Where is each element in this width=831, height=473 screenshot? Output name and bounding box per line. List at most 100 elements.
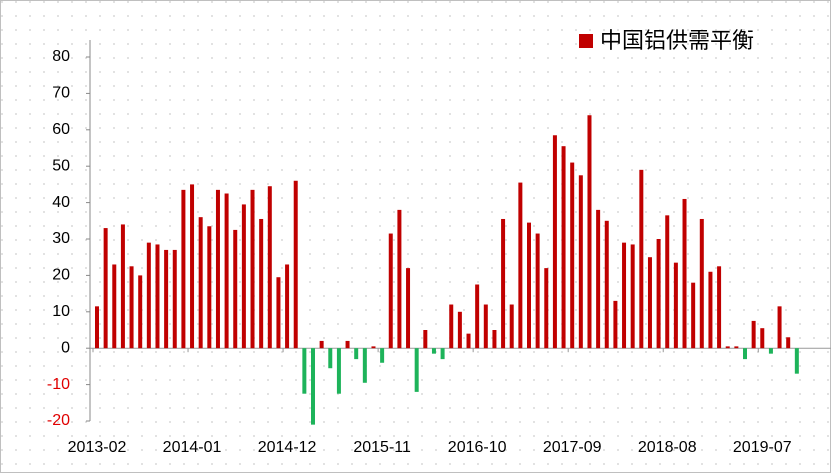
bar — [241, 204, 246, 349]
bar — [449, 304, 454, 349]
bar — [552, 135, 557, 349]
bar — [267, 186, 272, 349]
bar — [691, 282, 696, 349]
bar — [768, 348, 773, 354]
bar — [224, 193, 229, 349]
bar — [120, 224, 125, 349]
bar — [682, 198, 687, 349]
bar — [362, 348, 367, 383]
bar — [233, 229, 238, 349]
x-tick-label: 2014-01 — [163, 439, 222, 456]
y-tick-label: 80 — [52, 48, 70, 65]
y-tick-label: 50 — [52, 157, 70, 174]
y-tick-label: -10 — [47, 376, 70, 393]
bar — [138, 275, 143, 349]
bar — [673, 262, 678, 349]
bar — [103, 228, 108, 349]
legend-swatch — [579, 34, 593, 48]
bar — [311, 348, 315, 425]
bar — [457, 311, 462, 349]
bar — [622, 242, 627, 349]
bar — [276, 277, 281, 349]
bar — [734, 346, 739, 349]
bar — [509, 304, 514, 349]
bar — [760, 328, 765, 349]
bar — [561, 146, 566, 349]
bar — [172, 249, 177, 349]
y-tick-label: -20 — [47, 412, 70, 429]
bar — [95, 306, 99, 349]
bar — [215, 189, 220, 349]
bar — [198, 217, 203, 349]
bar — [112, 264, 117, 349]
bar — [725, 346, 730, 349]
bar — [423, 330, 428, 349]
bar — [786, 337, 791, 349]
bar — [285, 264, 290, 349]
bar — [535, 233, 540, 349]
x-tick-label: 2018-08 — [638, 439, 697, 456]
bar — [328, 348, 333, 369]
y-tick-label: 40 — [52, 194, 70, 211]
bar — [596, 209, 601, 349]
bar — [207, 226, 212, 349]
bar — [250, 189, 255, 349]
y-tick-label: 0 — [61, 339, 70, 356]
bar — [604, 220, 609, 349]
y-tick-label: 70 — [52, 85, 70, 102]
bar — [440, 348, 445, 360]
bar — [406, 268, 411, 349]
bar — [414, 348, 419, 392]
bar — [492, 330, 497, 349]
bar — [717, 266, 722, 349]
bar — [155, 244, 160, 349]
bar — [639, 169, 644, 349]
bar — [371, 346, 376, 349]
x-tick-label: 2016-10 — [448, 439, 507, 456]
bar — [544, 268, 549, 349]
bar — [190, 184, 195, 349]
bar — [699, 218, 704, 349]
bar — [587, 115, 592, 349]
y-tick-label: 20 — [52, 267, 70, 284]
y-tick-label: 10 — [52, 303, 70, 320]
y-tick-label: 30 — [52, 230, 70, 247]
bar — [751, 320, 756, 349]
bar — [794, 348, 799, 374]
bar — [354, 348, 359, 360]
bar — [708, 271, 713, 349]
bar — [129, 266, 134, 349]
bar — [527, 222, 531, 349]
bar — [345, 340, 350, 349]
bar — [518, 182, 523, 349]
bar — [319, 340, 324, 349]
bar — [259, 218, 264, 349]
bar — [743, 348, 747, 360]
x-tick-label: 2017-09 — [543, 439, 602, 456]
bar — [630, 244, 635, 349]
legend-label: 中国铝供需平衡 — [600, 28, 754, 53]
y-tick-label: 60 — [52, 121, 70, 138]
bar — [431, 348, 436, 354]
bar — [164, 249, 169, 349]
bar — [665, 215, 670, 349]
bar — [302, 348, 307, 394]
bar — [146, 242, 151, 349]
bar — [578, 175, 583, 349]
bar — [293, 180, 298, 349]
bar — [388, 233, 393, 349]
bar — [501, 218, 506, 349]
bar — [336, 348, 341, 394]
bar — [397, 209, 402, 349]
bar — [475, 284, 480, 349]
bar — [656, 239, 661, 349]
x-tick-label: 2015-11 — [353, 439, 411, 456]
bar — [466, 333, 471, 349]
bar — [483, 304, 488, 349]
bar — [777, 306, 782, 349]
bar — [647, 257, 652, 349]
x-tick-label: 2013-02 — [68, 439, 127, 456]
